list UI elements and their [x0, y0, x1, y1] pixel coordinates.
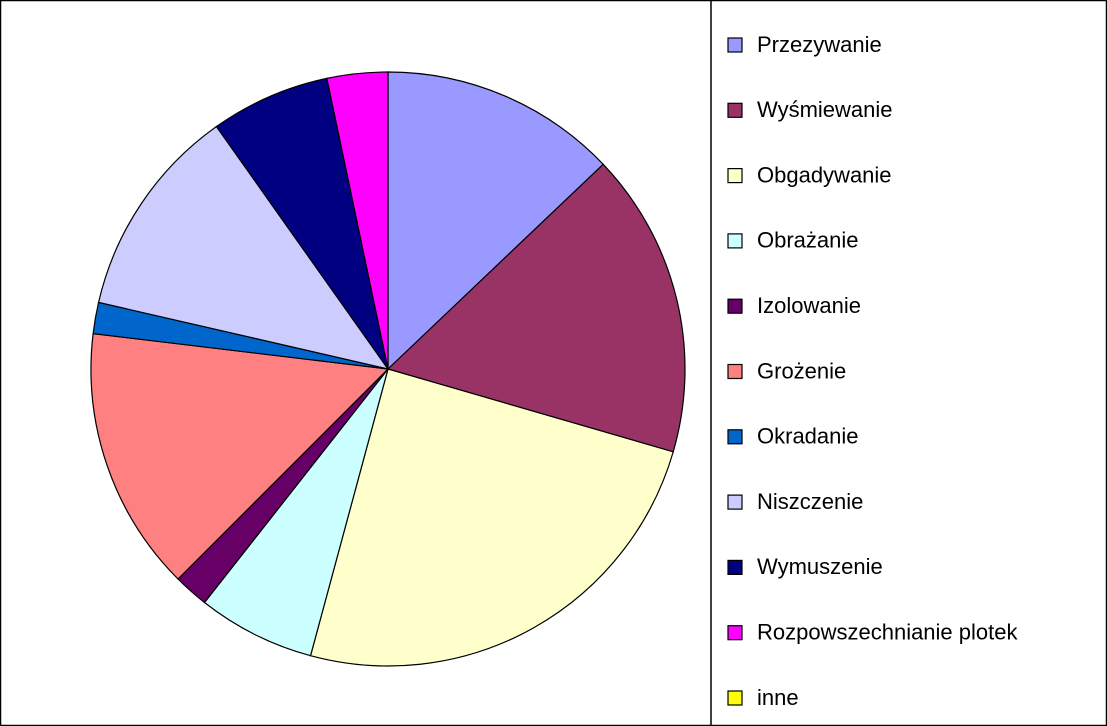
legend-label: Obgadywanie — [757, 162, 892, 187]
pie-slice — [215, 77, 389, 370]
pie-slice — [387, 71, 605, 371]
legend-label: inne — [757, 685, 799, 710]
legend-swatch — [727, 168, 743, 184]
legend-label: Izolowanie — [757, 293, 861, 318]
legend-label: Okradanie — [757, 424, 859, 449]
legend-swatch — [727, 690, 743, 706]
legend-label: Grożenie — [757, 358, 846, 383]
legend-swatch — [727, 494, 743, 510]
legend-label: Niszczenie — [757, 489, 863, 514]
legend-swatch — [727, 363, 743, 380]
legend-swatch — [727, 233, 743, 249]
legend-label: Przezywanie — [757, 32, 882, 57]
legend-label: Wyśmiewanie — [757, 97, 893, 122]
pie-slice — [386, 163, 686, 453]
legend-swatch — [727, 298, 743, 314]
legend-label: Obrażanie — [757, 228, 859, 253]
legend-label: Wymuszenie — [757, 554, 883, 579]
pie-slice — [90, 332, 390, 580]
legend-swatch — [727, 37, 743, 53]
legend-swatch — [727, 429, 743, 445]
legend-swatch — [727, 559, 743, 576]
pie-slice — [326, 71, 389, 370]
legend-label: Rozpowszechnianie plotek — [757, 620, 1018, 645]
pie-slice — [309, 368, 674, 667]
legend-swatch — [727, 102, 743, 118]
pie-slice — [97, 125, 390, 370]
pie-slice — [203, 368, 389, 657]
legend-swatch — [727, 625, 743, 641]
